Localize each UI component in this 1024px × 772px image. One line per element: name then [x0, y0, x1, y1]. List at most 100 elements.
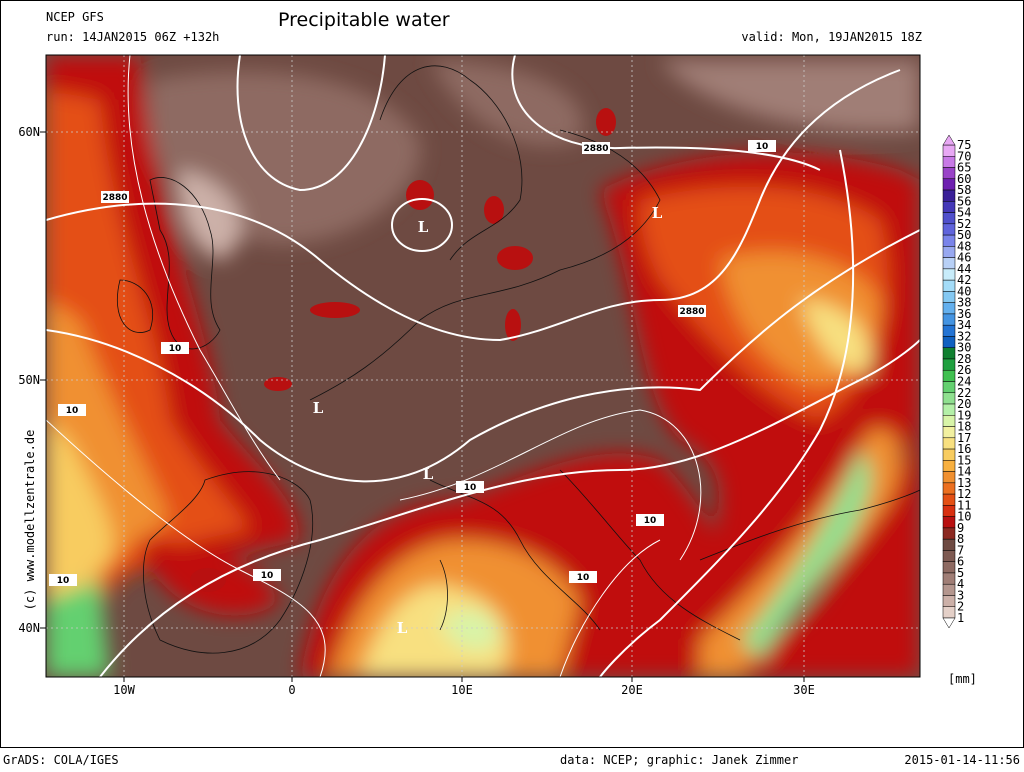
- colorbar-label: 12: [957, 487, 971, 501]
- watermark: (c) www.modellzentrale.de: [23, 430, 37, 611]
- low-marker: L: [423, 465, 434, 483]
- colorbar-swatch: [942, 201, 956, 213]
- colorbar-label: 22: [957, 386, 971, 400]
- colorbar-swatch: [942, 403, 956, 416]
- lon-label: 30E: [793, 683, 815, 697]
- pw-contours: [46, 55, 702, 677]
- colorbar-label: 38: [957, 296, 971, 310]
- colorbar-swatch: [942, 437, 956, 450]
- model-name: NCEP GFS: [46, 10, 104, 24]
- colorbar-label: 10: [957, 510, 971, 524]
- lon-label: 10W: [113, 683, 135, 697]
- colorbar-label: 75: [957, 138, 971, 152]
- lat-label: 40N: [18, 621, 40, 635]
- contour-label: 10: [644, 516, 657, 526]
- colorbar-label: 8: [957, 532, 964, 546]
- contour-label-box: [161, 342, 189, 354]
- colorbar-swatch: [942, 223, 956, 236]
- colorbar-swatch: [942, 493, 956, 506]
- colorbar-swatch: [942, 336, 956, 348]
- colorbar-label: 40: [957, 284, 971, 298]
- contour-label-box: [636, 514, 664, 526]
- colorbar-swatch: [942, 415, 956, 427]
- colorbar-label: 17: [957, 431, 971, 445]
- colorbar-label: 60: [957, 172, 971, 186]
- colorbar-label: 4: [957, 577, 964, 591]
- colorbar-label: 6: [957, 555, 964, 569]
- colorbar: 7570656058565452504846444240383634323028…: [942, 134, 971, 629]
- colorbar-swatch: [942, 268, 956, 281]
- colorbar-label: 15: [957, 453, 971, 467]
- longitude-labels: 10W 0 10E 20E 30E: [113, 677, 815, 697]
- map-border: [45, 54, 921, 678]
- contour-label: 10: [57, 576, 70, 586]
- run-info: run: 14JAN2015 06Z +132h: [46, 30, 219, 44]
- colorbar-label: 3: [957, 588, 964, 602]
- colorbar-swatch: [942, 234, 956, 247]
- contour-label-box: [456, 481, 484, 493]
- colorbar-swatch: [942, 460, 956, 472]
- lat-label: 50N: [18, 373, 40, 387]
- colorbar-swatch: [942, 606, 956, 619]
- colorbar-label: 2: [957, 600, 964, 614]
- colorbar-label: 5: [957, 566, 964, 580]
- contour-label: 10: [169, 344, 182, 354]
- colorbar-swatch: [942, 291, 956, 303]
- field-shading: [46, 55, 920, 677]
- colorbar-label: 36: [957, 307, 971, 321]
- colorbar-swatch: [942, 392, 956, 405]
- colorbar-label: 50: [957, 228, 971, 242]
- colorbar-label: 16: [957, 442, 971, 456]
- contour-label: 2880: [583, 144, 608, 154]
- footer-credit: data: NCEP; graphic: Janek Zimmer: [560, 753, 798, 767]
- colorbar-swatch: [942, 448, 956, 461]
- contour-label-box: [58, 404, 86, 416]
- colorbar-label: 65: [957, 161, 971, 175]
- colorbar-label: 28: [957, 352, 971, 366]
- colorbar-label: 46: [957, 251, 971, 265]
- contour-label-box: [582, 142, 610, 154]
- lon-label: 0: [288, 683, 295, 697]
- colorbar-swatch: [942, 583, 956, 596]
- lat-label: 60N: [18, 125, 40, 139]
- colorbar-swatch: [942, 246, 956, 258]
- colorbar-swatch: [942, 550, 956, 562]
- colorbar-label: 56: [957, 194, 971, 208]
- contour-label-box: [253, 569, 281, 581]
- graticule: [46, 55, 920, 677]
- footer-software: GrADS: COLA/IGES: [3, 753, 119, 767]
- colorbar-swatch: [942, 471, 956, 484]
- colorbar-swatch: [942, 381, 956, 394]
- colorbar-swatch: [942, 313, 956, 326]
- colorbar-swatch: [942, 505, 956, 517]
- latitude-labels: 60N 50N 40N: [18, 125, 46, 635]
- colorbar-label: 32: [957, 329, 971, 343]
- lon-label: 20E: [621, 683, 643, 697]
- colorbar-swatch: [942, 324, 956, 337]
- footer-timestamp: 2015-01-14-11:56: [904, 753, 1020, 767]
- colorbar-swatch: [942, 302, 956, 315]
- contour-label: 10: [464, 483, 477, 493]
- height-contours: [46, 55, 920, 677]
- valid-time: valid: Mon, 19JAN2015 18Z: [741, 30, 922, 44]
- colorbar-label: 48: [957, 239, 971, 253]
- colorbar-label: 70: [957, 149, 971, 163]
- colorbar-label: 26: [957, 363, 971, 377]
- colorbar-swatch: [942, 527, 956, 540]
- contour-label-box: [101, 191, 129, 203]
- colorbar-label: 24: [957, 375, 971, 389]
- colorbar-label: 14: [957, 465, 971, 479]
- colorbar-swatch: [942, 189, 956, 202]
- colorbar-label: 7: [957, 543, 964, 557]
- contour-label: 10: [261, 571, 274, 581]
- colorbar-swatch: [942, 156, 956, 168]
- contour-label-box: [678, 305, 706, 317]
- contour-label: 10: [577, 573, 590, 583]
- colorbar-label: 42: [957, 273, 971, 287]
- colorbar-label: 9: [957, 521, 964, 535]
- colorbar-label: 13: [957, 476, 971, 490]
- map-title: Precipitable water: [278, 9, 450, 31]
- contour-label: 2880: [679, 307, 704, 317]
- colorbar-swatch: [942, 144, 956, 157]
